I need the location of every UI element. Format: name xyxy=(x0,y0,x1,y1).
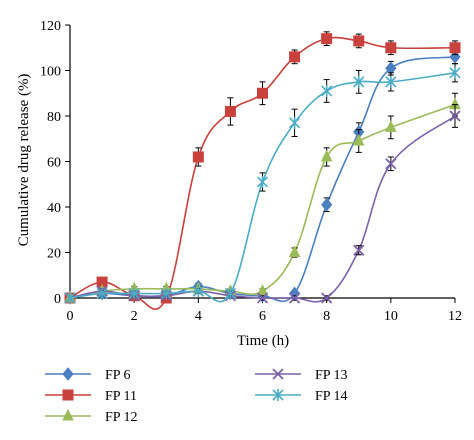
legend-label: FP 14 xyxy=(315,389,348,404)
data-point xyxy=(385,42,397,54)
y-tick-label: 60 xyxy=(47,156,61,171)
data-point xyxy=(353,75,365,88)
series-line-fp-12 xyxy=(69,103,456,299)
series-layer xyxy=(64,31,461,310)
y-tick-label: 20 xyxy=(47,247,61,262)
data-point xyxy=(64,292,76,304)
legend-label: FP 12 xyxy=(105,410,138,425)
data-point xyxy=(256,175,269,188)
legend-marker xyxy=(62,408,74,421)
data-point xyxy=(385,75,397,88)
legend-item-fp-12: FP 12 xyxy=(45,408,138,425)
legend-label: FP 6 xyxy=(105,368,131,383)
legend-item-fp-11: FP 11 xyxy=(45,389,137,404)
data-point xyxy=(288,245,301,257)
data-point xyxy=(321,84,333,97)
x-tick-label: 2 xyxy=(131,309,138,324)
legend-item-fp-14: FP 14 xyxy=(255,389,348,404)
data-point xyxy=(449,66,461,79)
series-line-fp-13 xyxy=(69,115,456,303)
x-tick-label: 0 xyxy=(67,309,74,324)
data-point xyxy=(449,50,461,64)
y-axis-title: Cumulative drug release (%) xyxy=(16,74,32,247)
data-point xyxy=(449,110,461,122)
data-point xyxy=(320,149,333,162)
data-point xyxy=(192,151,204,163)
data-point xyxy=(256,292,269,304)
legend-marker xyxy=(272,389,284,401)
data-point xyxy=(256,284,269,296)
series-fp-13 xyxy=(64,104,461,304)
x-tick-label: 6 xyxy=(259,309,266,324)
data-point xyxy=(160,287,172,300)
data-point xyxy=(352,133,365,146)
legend-marker xyxy=(62,389,74,401)
x-tick-label: 4 xyxy=(195,309,202,324)
data-point xyxy=(385,120,397,132)
data-point xyxy=(192,285,204,298)
y-tick-label: 80 xyxy=(47,110,61,125)
y-tick-label: 120 xyxy=(40,19,61,34)
data-point xyxy=(289,116,301,129)
y-tick-label: 40 xyxy=(47,201,61,216)
data-point xyxy=(321,292,333,304)
data-point xyxy=(353,244,365,256)
series-fp-11 xyxy=(64,31,461,310)
data-point xyxy=(289,51,301,63)
legend-marker xyxy=(272,368,284,380)
x-tick-label: 12 xyxy=(448,309,462,324)
data-point xyxy=(257,87,268,99)
legend-label: FP 11 xyxy=(105,389,137,404)
legend: FP 6 FP 11 FP 12 FP 13 FP 14 xyxy=(45,367,348,425)
x-tick-label: 8 xyxy=(323,309,330,324)
x-axis-title: Time (h) xyxy=(237,333,289,349)
legend-item-fp-6: FP 6 xyxy=(45,367,131,383)
data-point xyxy=(128,287,140,300)
series-fp-12 xyxy=(64,92,461,303)
data-point xyxy=(449,42,461,54)
data-point xyxy=(224,105,236,117)
data-point xyxy=(224,287,236,300)
data-point xyxy=(321,33,333,45)
y-tick-label: 0 xyxy=(54,292,61,307)
data-point xyxy=(288,292,301,304)
data-point xyxy=(353,35,365,47)
data-point xyxy=(96,287,108,300)
y-tick-label: 100 xyxy=(40,65,61,80)
legend-item-fp-13: FP 13 xyxy=(255,368,348,383)
series-fp-14 xyxy=(64,63,461,304)
legend-label: FP 13 xyxy=(315,368,348,383)
legend-marker xyxy=(62,367,74,381)
x-tick-label: 10 xyxy=(384,309,398,324)
data-point xyxy=(321,197,333,212)
data-point xyxy=(385,158,397,170)
